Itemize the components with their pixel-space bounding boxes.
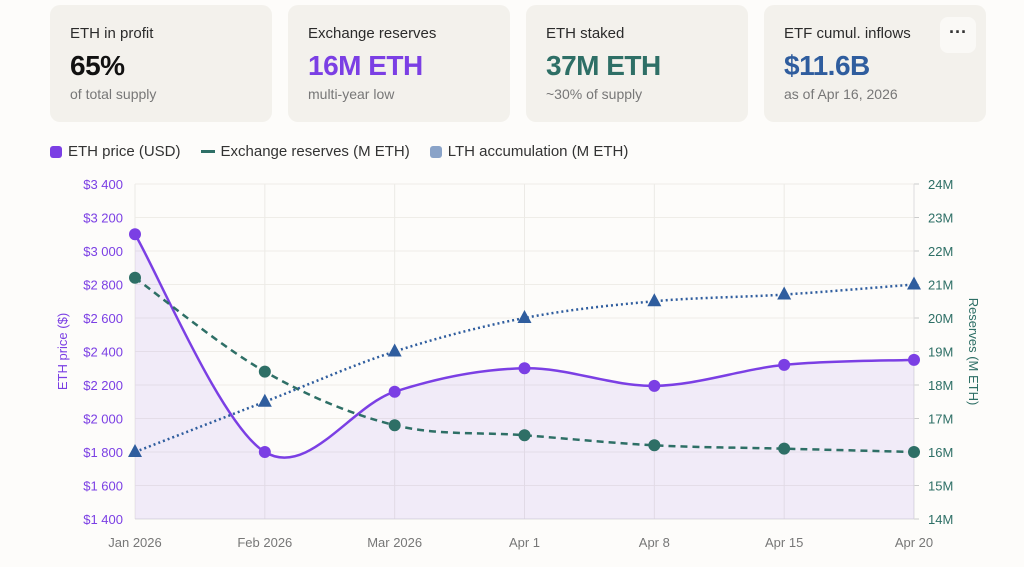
y-tick-label: $1 400 <box>83 512 123 527</box>
y-right-tick-label: 23M <box>928 211 953 226</box>
legend-swatch-icon <box>50 145 62 158</box>
legend-line-icon <box>200 150 215 153</box>
y-right-tick-label: 17M <box>928 412 953 427</box>
lth-accumulation-point <box>647 293 662 307</box>
x-tick-label: Apr 1 <box>509 535 540 550</box>
exchange-reserves-point <box>258 365 271 378</box>
stat-cards: ETH in profit 65% of total supply Exchan… <box>50 5 986 122</box>
card-exchange-reserves: Exchange reserves 16M ETH multi-year low <box>288 5 510 122</box>
y-right-tick-label: 18M <box>928 378 953 393</box>
card-etf-inflows: ETF cumul. inflows $11.6B as of Apr 16, … <box>764 5 986 122</box>
y-right-tick-label: 24M <box>928 177 953 192</box>
exchange-reserves-point <box>778 442 791 455</box>
exchange-reserves-point <box>388 419 401 432</box>
card-value: 37M ETH <box>546 50 661 81</box>
legend-label: LTH accumulation (M ETH) <box>447 143 629 160</box>
eth-price-point <box>258 446 271 458</box>
card-eth-in-profit: ETH in profit 65% of total supply <box>50 5 272 122</box>
y-right-tick-label: 20M <box>928 311 953 326</box>
y-tick-label: $2 800 <box>83 278 123 293</box>
y-tick-label: $3 400 <box>83 177 123 192</box>
card-sub: as of Apr 16, 2026 <box>784 86 898 102</box>
x-tick-label: Apr 15 <box>765 535 803 550</box>
legend-item-exchange-reserves[interactable]: Exchange reserves (M ETH) <box>200 143 410 160</box>
eth-price-point <box>908 353 920 366</box>
y-tick-label: $1 600 <box>83 479 123 494</box>
lth-accumulation-point <box>257 393 272 407</box>
y-tick-label: $2 600 <box>83 311 123 326</box>
y-right-tick-label: 16M <box>928 445 953 460</box>
eth-price-point <box>518 362 531 375</box>
x-tick-label: Feb 2026 <box>237 535 292 550</box>
card-label: ETF cumul. inflows <box>784 25 911 42</box>
y-tick-label: $3 200 <box>83 211 123 226</box>
chart-legend: ETH price (USD) Exchange reserves (M ETH… <box>50 143 628 160</box>
x-tick-label: Jan 2026 <box>108 535 162 550</box>
card-sub: of total supply <box>70 86 157 102</box>
card-label: Exchange reserves <box>308 25 437 42</box>
card-label: ETH in profit <box>70 25 154 42</box>
card-value: $11.6B <box>784 50 870 81</box>
card-value: 65% <box>70 50 125 81</box>
y-tick-label: $2 400 <box>83 345 123 360</box>
card-sub: ~30% of supply <box>546 86 643 102</box>
card-label: ETH staked <box>546 25 625 42</box>
exchange-reserves-point <box>908 446 920 458</box>
lth-accumulation-point <box>907 276 921 290</box>
lth-accumulation-point <box>387 343 402 357</box>
y-right-tick-label: 22M <box>928 244 953 259</box>
x-tick-label: Apr 8 <box>639 535 670 550</box>
y-right-tick-label: 19M <box>928 345 953 360</box>
y-right-tick-label: 21M <box>928 278 953 293</box>
y-tick-label: $3 000 <box>83 244 123 259</box>
card-sub: multi-year low <box>308 86 395 102</box>
card-eth-staked: ETH staked 37M ETH ~30% of supply <box>526 5 748 122</box>
eth-price-point <box>129 228 141 241</box>
exchange-reserves-point <box>648 439 661 452</box>
x-tick-label: Mar 2026 <box>367 535 422 550</box>
card-value: 16M ETH <box>308 50 423 81</box>
y-tick-label: $1 800 <box>83 445 123 460</box>
exchange-reserves-point <box>518 429 531 442</box>
eth-price-point <box>778 358 791 371</box>
legend-label: ETH price (USD) <box>68 143 181 160</box>
lth-accumulation-point <box>777 286 792 300</box>
y-right-tick-label: 14M <box>928 512 953 527</box>
legend-swatch-icon <box>429 145 442 158</box>
y-axis-title: ETH price ($) <box>55 313 70 390</box>
y-tick-label: $2 200 <box>83 378 123 393</box>
y-right-axis-title: Reserves (M ETH) <box>966 298 981 406</box>
eth-price-point <box>648 379 661 392</box>
legend-item-eth-price[interactable]: ETH price (USD) <box>50 143 181 160</box>
legend-label: Exchange reserves (M ETH) <box>220 143 410 160</box>
legend-item-lth-accumulation[interactable]: LTH accumulation (M ETH) <box>429 143 629 160</box>
x-tick-label: Apr 20 <box>895 535 933 550</box>
more-options-button[interactable]: ··· <box>940 17 976 53</box>
lth-accumulation-point <box>128 444 142 457</box>
y-tick-label: $2 000 <box>83 412 123 427</box>
exchange-reserves-point <box>129 271 141 284</box>
y-right-tick-label: 15M <box>928 479 953 494</box>
eth-price-point <box>388 385 401 398</box>
lth-accumulation-point <box>517 310 532 323</box>
